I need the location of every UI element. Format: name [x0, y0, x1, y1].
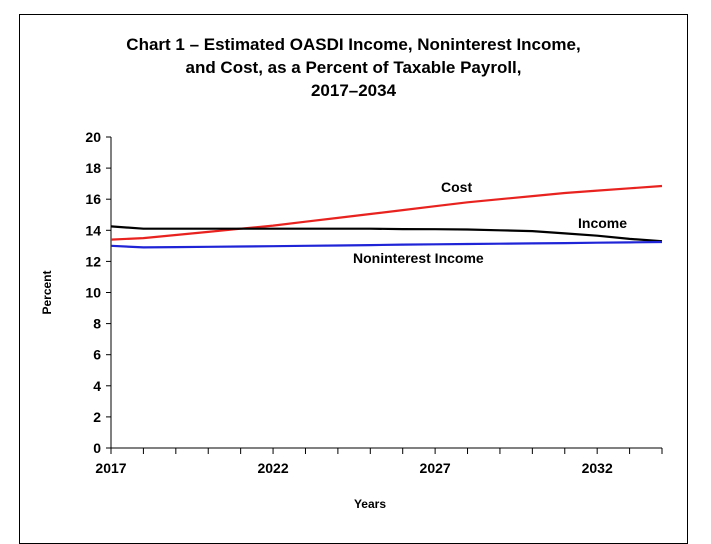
chart-title-line-3: 2017–2034	[310, 81, 397, 100]
y-tick-label: 16	[85, 191, 101, 207]
x-tick-label: 2022	[257, 460, 288, 476]
y-tick-label: 0	[93, 440, 101, 456]
y-tick-label: 10	[85, 285, 101, 301]
axes	[106, 136, 663, 454]
y-tick-label: 4	[93, 378, 101, 394]
x-axis-title: Years	[354, 497, 386, 511]
y-tick-label: 8	[93, 316, 101, 332]
income-label: Income	[578, 215, 627, 231]
y-tick-label: 20	[85, 129, 101, 145]
income-line	[110, 225, 663, 243]
y-tick-label: 14	[85, 222, 101, 238]
chart-title-line-1: Chart 1 – Estimated OASDI Income, Nonint…	[126, 35, 581, 54]
y-tick-label: 18	[85, 160, 101, 176]
chart-title: Chart 1 – Estimated OASDI Income, Nonint…	[19, 33, 688, 102]
cost-label: Cost	[441, 179, 472, 195]
y-axis-title: Percent	[40, 270, 54, 314]
axis-labels: 0 2 4 6 8 10 12 14 16 18 20 2017 2022 2027 2032 Years Pe…	[40, 129, 627, 511]
chart-frame	[19, 14, 688, 544]
series-lines	[110, 184, 663, 249]
x-tick-label: 2017	[95, 460, 126, 476]
y-tick-label: 6	[93, 347, 101, 363]
noninterest-income-label: Noninterest Income	[353, 250, 484, 266]
x-tick-label: 2032	[582, 460, 613, 476]
y-tick-label: 12	[85, 253, 101, 269]
noninterest-income-line	[110, 240, 663, 249]
chart-title-line-2: and Cost, as a Percent of Taxable Payrol…	[185, 58, 522, 77]
x-tick-label: 2027	[420, 460, 451, 476]
cost-line	[110, 184, 663, 241]
y-tick-label: 2	[93, 409, 101, 425]
